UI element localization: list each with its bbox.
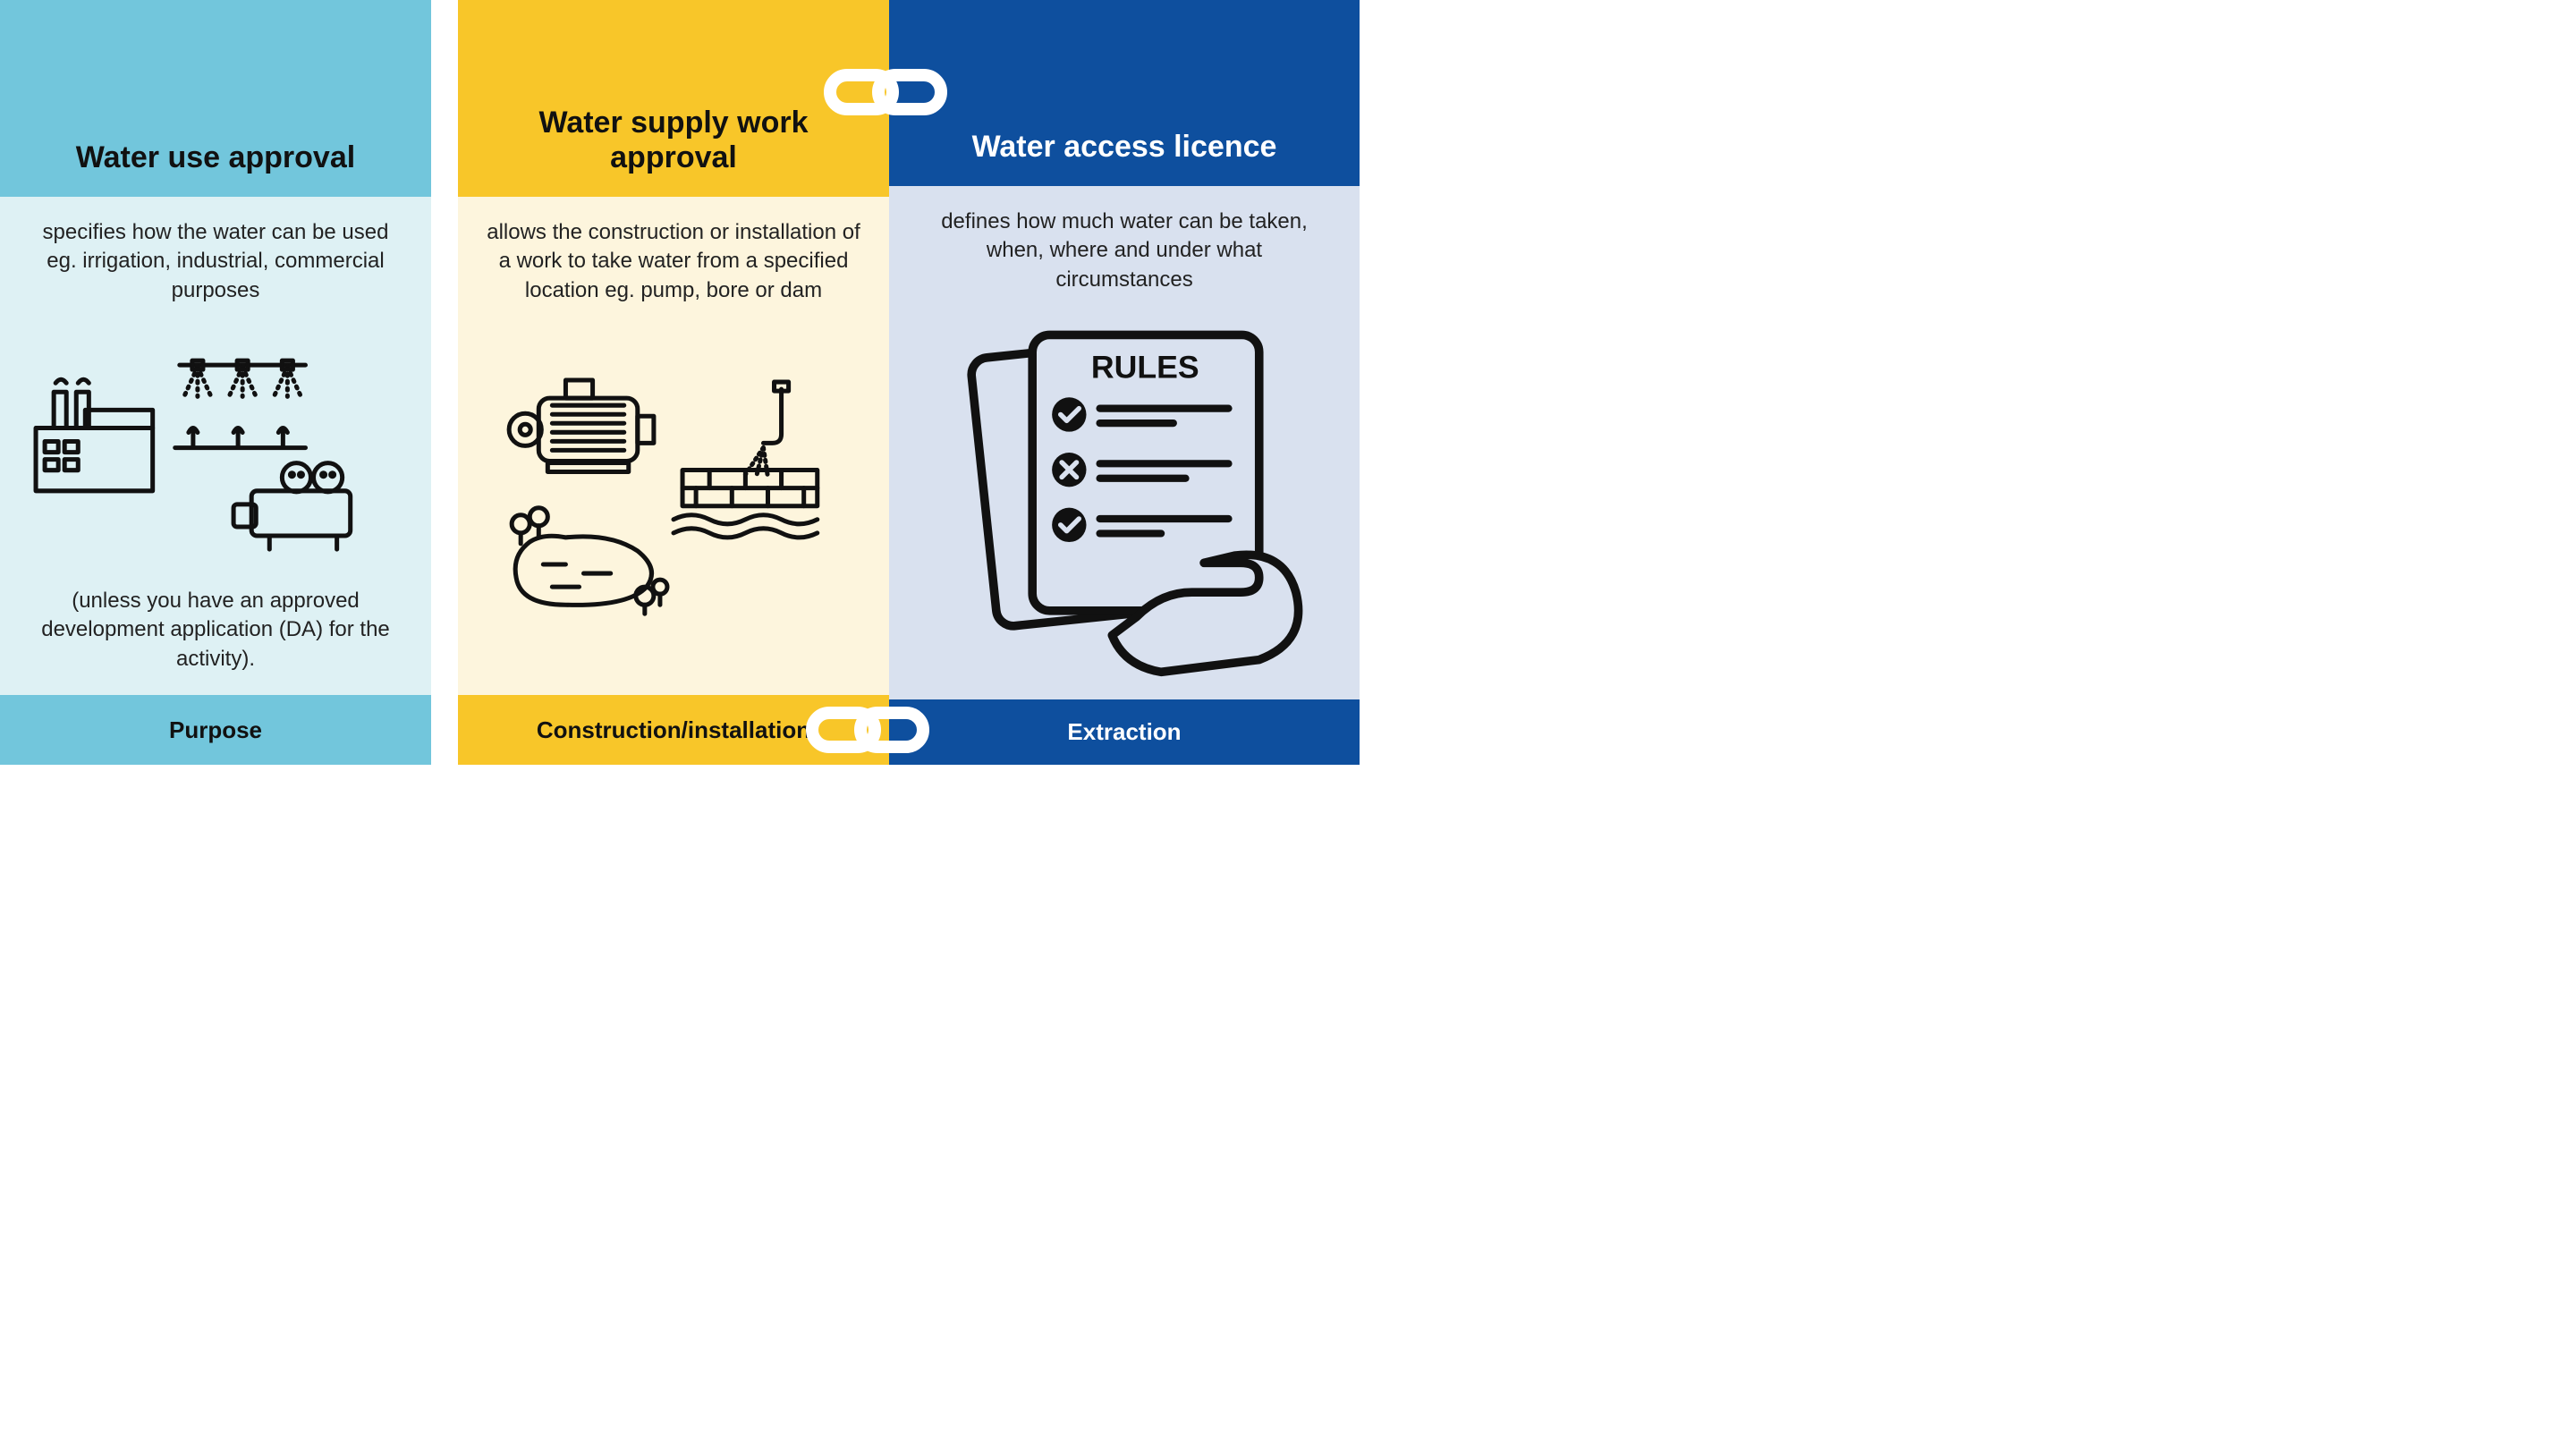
col2-text-1: allows the construction or installation … <box>485 218 862 305</box>
factory-irrigation-livestock-icons <box>27 321 404 571</box>
col1-body: specifies how the water can be used eg. … <box>0 197 431 695</box>
rules-checklist-hand-icon: RULES <box>916 310 1333 678</box>
infographic-container: Water use approval specifies how the wat… <box>0 0 1360 765</box>
pump-dam-well-icons <box>485 321 862 674</box>
col2-body: allows the construction or installation … <box>458 197 889 695</box>
col2-header: Water supply work approval <box>458 0 889 197</box>
col3-title: Water access licence <box>972 130 1277 165</box>
col1-header: Water use approval <box>0 0 431 197</box>
column-water-supply-work: Water supply work approval allows the co… <box>458 0 889 765</box>
column-gap <box>431 0 458 765</box>
col2-footer: Construction/installation <box>458 695 889 765</box>
col1-text-1: specifies how the water can be used eg. … <box>27 218 404 305</box>
col1-footer-label: Purpose <box>169 716 262 744</box>
col3-header: Water access licence <box>889 0 1360 186</box>
rules-label: RULES <box>1091 350 1199 386</box>
col1-text-2: (unless you have an approved development… <box>27 587 404 674</box>
col3-footer-label: Extraction <box>1067 718 1181 746</box>
col3-body: defines how much water can be taken, whe… <box>889 186 1360 699</box>
col3-footer: Extraction <box>889 699 1360 765</box>
col2-footer-label: Construction/installation <box>537 716 810 744</box>
col1-footer: Purpose <box>0 695 431 765</box>
col3-text-1: defines how much water can be taken, whe… <box>916 208 1333 294</box>
column-water-use-approval: Water use approval specifies how the wat… <box>0 0 431 765</box>
column-water-access-licence: Water access licence defines how much wa… <box>889 0 1360 765</box>
col1-title: Water use approval <box>76 140 355 175</box>
col2-title: Water supply work approval <box>476 106 871 175</box>
